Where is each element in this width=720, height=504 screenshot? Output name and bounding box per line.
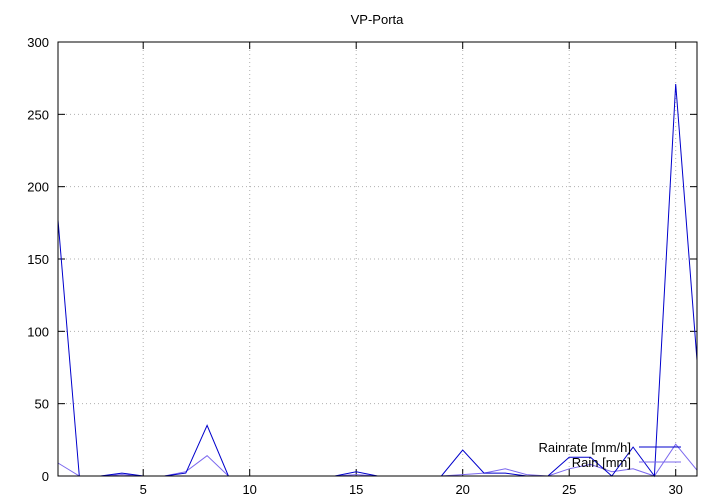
y-tick-label: 150 [27, 252, 49, 267]
chart-title: VP-Porta [351, 12, 405, 27]
series-layer [57, 83, 698, 478]
legend-label: Rainrate [mm/h] [539, 440, 631, 455]
y-tick-label: 200 [27, 180, 49, 195]
y-tick-label: 250 [27, 107, 49, 122]
y-tick-label: 100 [27, 324, 49, 339]
legend-label: Rain [mm] [572, 455, 631, 470]
x-tick-label: 15 [349, 482, 363, 497]
x-tick-label: 25 [562, 482, 576, 497]
y-tick-label: 0 [42, 469, 49, 484]
x-tick-label: 10 [242, 482, 256, 497]
grid [58, 42, 697, 476]
x-tick-label: 30 [668, 482, 682, 497]
plot-frame [57, 41, 698, 477]
y-tick-label: 300 [27, 35, 49, 50]
x-axis: 5 10 15 20 25 30 [140, 42, 683, 497]
series-line [57, 83, 698, 478]
x-tick-label: 5 [140, 482, 147, 497]
y-tick-label: 50 [35, 397, 49, 412]
legend: Rainrate [mm/h]Rain [mm] [539, 440, 681, 470]
x-tick-label: 20 [455, 482, 469, 497]
y-axis: 0 50 100 150 200 250 300 [27, 35, 697, 484]
